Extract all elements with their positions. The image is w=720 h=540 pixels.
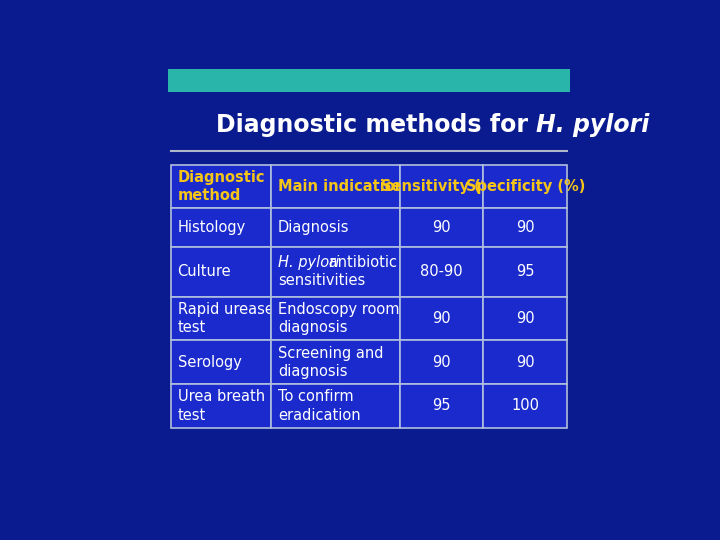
Bar bbox=[400, 341, 483, 384]
Text: Serology: Serology bbox=[178, 355, 241, 370]
Text: Diagnostic
method: Diagnostic method bbox=[178, 170, 265, 203]
Text: Screening and
diagnosis: Screening and diagnosis bbox=[278, 346, 384, 379]
Bar bbox=[400, 208, 483, 247]
Bar bbox=[171, 247, 271, 297]
Text: sensitivities: sensitivities bbox=[278, 273, 365, 288]
Text: 90: 90 bbox=[516, 355, 534, 370]
Bar bbox=[271, 341, 400, 384]
Text: 95: 95 bbox=[432, 399, 451, 414]
Text: 100: 100 bbox=[511, 399, 539, 414]
Text: Specificity (%): Specificity (%) bbox=[466, 179, 585, 194]
Bar bbox=[400, 297, 483, 341]
Bar bbox=[271, 297, 400, 341]
Text: 95: 95 bbox=[516, 265, 534, 279]
Text: Culture: Culture bbox=[178, 265, 231, 279]
Bar bbox=[271, 208, 400, 247]
Text: antibiotic: antibiotic bbox=[324, 255, 397, 270]
Text: H. pylori: H. pylori bbox=[536, 113, 649, 137]
Text: 90: 90 bbox=[516, 220, 534, 235]
Text: Urea breath
test: Urea breath test bbox=[178, 389, 265, 423]
Bar bbox=[400, 247, 483, 297]
Bar bbox=[271, 384, 400, 428]
Text: Rapid urease
test: Rapid urease test bbox=[178, 302, 274, 335]
Text: Diagnostic methods for: Diagnostic methods for bbox=[215, 113, 536, 137]
Text: 90: 90 bbox=[432, 220, 451, 235]
Text: Main indication: Main indication bbox=[278, 179, 405, 194]
Bar bbox=[168, 69, 570, 92]
Bar bbox=[483, 341, 567, 384]
Text: Endoscopy room
diagnosis: Endoscopy room diagnosis bbox=[278, 302, 400, 335]
Bar bbox=[400, 165, 483, 208]
Text: 80-90: 80-90 bbox=[420, 265, 463, 279]
Bar bbox=[171, 297, 271, 341]
Text: Diagnosis: Diagnosis bbox=[278, 220, 349, 235]
Text: 90: 90 bbox=[432, 311, 451, 326]
Bar bbox=[171, 165, 271, 208]
Text: Histology: Histology bbox=[178, 220, 246, 235]
Text: 90: 90 bbox=[516, 311, 534, 326]
Bar bbox=[271, 247, 400, 297]
Text: To confirm
eradication: To confirm eradication bbox=[278, 389, 361, 423]
Text: 90: 90 bbox=[432, 355, 451, 370]
Bar bbox=[483, 384, 567, 428]
Bar bbox=[400, 384, 483, 428]
Bar bbox=[171, 384, 271, 428]
Bar bbox=[483, 208, 567, 247]
Bar bbox=[171, 341, 271, 384]
Text: Sensitivity (%): Sensitivity (%) bbox=[381, 179, 502, 194]
Bar bbox=[483, 297, 567, 341]
Bar bbox=[171, 208, 271, 247]
Bar bbox=[483, 247, 567, 297]
Bar bbox=[483, 165, 567, 208]
Bar bbox=[271, 165, 400, 208]
Text: H. pylori: H. pylori bbox=[278, 255, 339, 270]
